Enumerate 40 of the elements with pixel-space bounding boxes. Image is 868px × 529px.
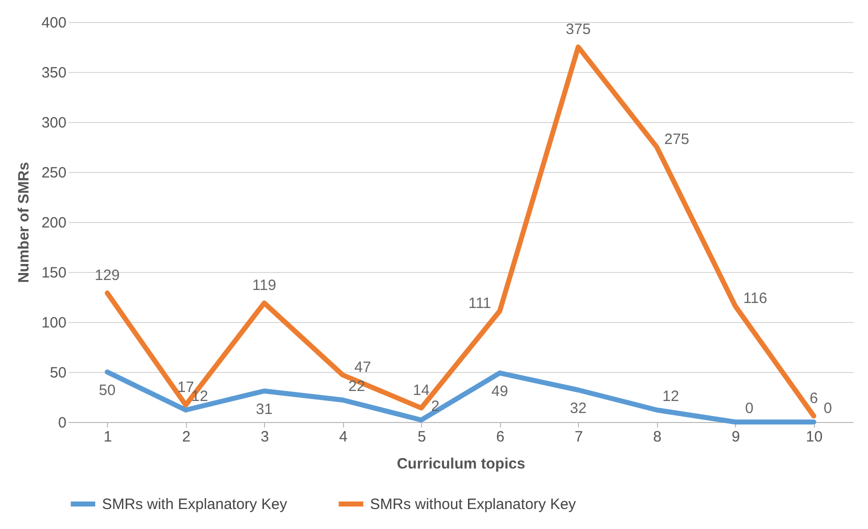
x-tick-label: 7 bbox=[574, 428, 583, 446]
x-tick-label: 6 bbox=[496, 428, 504, 446]
data-label: 14 bbox=[412, 382, 430, 399]
y-tick-label: 300 bbox=[41, 114, 66, 132]
legend-label: SMRs without Explanatory Key bbox=[370, 496, 576, 513]
data-label: 50 bbox=[98, 382, 116, 399]
y-tick-label: 250 bbox=[41, 164, 66, 182]
x-tick-label: 4 bbox=[339, 428, 348, 446]
data-label: 0 bbox=[745, 400, 754, 417]
data-label: 116 bbox=[743, 290, 768, 307]
data-label: 12 bbox=[662, 388, 680, 405]
x-tick-label: 2 bbox=[182, 428, 190, 446]
y-tick-label: 100 bbox=[41, 314, 66, 332]
data-label: 275 bbox=[664, 131, 690, 148]
legend-label: SMRs with Explanatory Key bbox=[102, 496, 288, 513]
data-label: 111 bbox=[468, 295, 492, 312]
x-tick-label: 8 bbox=[653, 428, 662, 446]
x-tick-label: 3 bbox=[260, 428, 269, 446]
y-axis-title: Number of SMRs bbox=[15, 162, 32, 283]
data-label: 6 bbox=[810, 390, 818, 407]
data-label: 47 bbox=[354, 359, 372, 376]
y-tick-label: 0 bbox=[58, 414, 66, 432]
x-tick-label: 9 bbox=[732, 428, 740, 446]
x-axis-title: Curriculum topics bbox=[396, 456, 526, 472]
y-tick-label: 150 bbox=[41, 264, 66, 282]
data-label: 22 bbox=[348, 378, 366, 395]
y-tick-label: 350 bbox=[41, 64, 66, 82]
data-label: 32 bbox=[570, 400, 587, 417]
y-tick-label: 200 bbox=[41, 214, 66, 232]
data-label: 0 bbox=[824, 400, 832, 417]
data-label: 49 bbox=[491, 383, 508, 400]
x-tick-label: 5 bbox=[418, 428, 426, 446]
data-label: 129 bbox=[94, 267, 120, 284]
data-label: 31 bbox=[256, 401, 273, 418]
data-label: 375 bbox=[566, 21, 591, 38]
y-tick-label: 50 bbox=[50, 364, 66, 382]
data-label: 119 bbox=[252, 277, 276, 294]
x-tick-label: 10 bbox=[806, 428, 823, 446]
y-tick-label: 400 bbox=[41, 14, 66, 32]
x-tick-label: 1 bbox=[104, 428, 112, 446]
